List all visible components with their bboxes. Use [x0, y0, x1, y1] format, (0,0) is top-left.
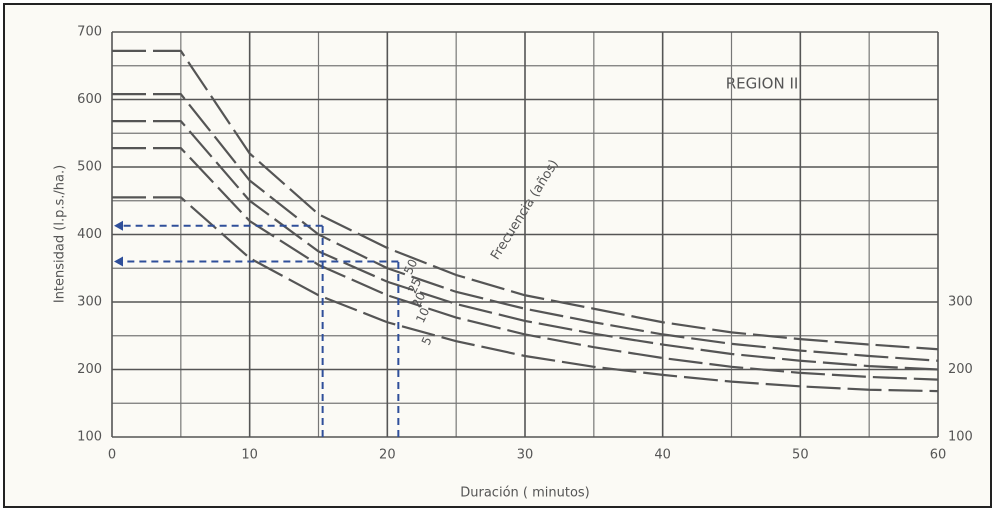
x-tick-label: 50 [792, 448, 809, 463]
arrow-head [114, 220, 123, 231]
y-tick-label: 500 [77, 160, 102, 175]
arrow-head [114, 256, 123, 267]
curve [112, 147, 939, 381]
region-label: REGION II [726, 75, 799, 93]
x-tick-label: 40 [654, 448, 671, 463]
y-tick-label: 700 [77, 25, 102, 40]
x-tick-label: 60 [930, 448, 947, 463]
frame [3, 3, 992, 508]
curve [112, 196, 939, 393]
x-tick-label: 20 [379, 448, 396, 463]
curve-label: 50 [401, 257, 420, 277]
curve-label: 10 [413, 305, 432, 325]
curve [112, 93, 939, 362]
y2-tick-label: 200 [948, 362, 973, 377]
y-tick-label: 600 [77, 92, 102, 107]
x-tick-label: 10 [241, 448, 258, 463]
x-axis-label: Duración ( minutos) [460, 486, 590, 501]
x-tick-label: 0 [108, 448, 116, 463]
y-tick-label: 200 [77, 362, 102, 377]
curve [112, 49, 939, 351]
curve-label: 25 [405, 276, 424, 296]
y2-tick-label: 100 [948, 430, 973, 445]
y2-tick-label: 300 [948, 295, 973, 310]
y-axis-label: Intensidad (l.p.s./ha.) [53, 165, 68, 303]
y-tick-label: 400 [77, 227, 102, 242]
x-tick-label: 30 [517, 448, 534, 463]
y-tick-label: 300 [77, 295, 102, 310]
curve [112, 120, 939, 371]
y-tick-label: 100 [77, 430, 102, 445]
